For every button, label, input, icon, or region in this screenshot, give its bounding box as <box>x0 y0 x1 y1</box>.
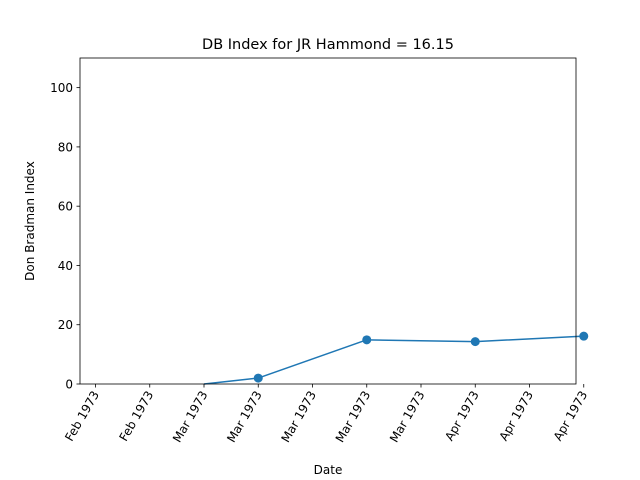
x-tick-label: Mar 1973 <box>387 389 428 445</box>
y-tick-label: 40 <box>58 259 73 273</box>
x-tick-label: Apr 1973 <box>442 389 482 444</box>
y-tick-label: 60 <box>58 200 73 214</box>
x-tick-label: Feb 1973 <box>62 389 102 444</box>
y-tick-label: 20 <box>58 318 73 332</box>
x-tick-label: Mar 1973 <box>333 389 374 445</box>
x-tick-label: Mar 1973 <box>278 389 319 445</box>
x-axis-label: Date <box>314 463 343 477</box>
plot-area: 0 20 40 60 80 100 Feb 1973 Feb 1973 Mar 1973 Mar … <box>50 57 591 445</box>
x-tick-label: Mar 1973 <box>170 389 211 445</box>
data-point <box>362 335 372 345</box>
x-tick-label: Mar 1973 <box>224 389 265 445</box>
x-tick-label: Apr 1973 <box>551 389 591 444</box>
chart-title: DB Index for JR Hammond = 16.15 <box>202 37 454 53</box>
data-point <box>470 337 480 347</box>
y-tick-label: 80 <box>58 140 73 154</box>
y-axis-label: Don Bradman Index <box>23 161 37 281</box>
data-point <box>253 373 263 383</box>
y-tick-label: 0 <box>65 378 73 392</box>
data-point <box>579 331 589 341</box>
x-tick-label: Apr 1973 <box>496 389 536 444</box>
x-tick-label: Feb 1973 <box>116 389 156 444</box>
axes-frame <box>79 57 577 385</box>
y-tick-label: 100 <box>50 81 73 95</box>
